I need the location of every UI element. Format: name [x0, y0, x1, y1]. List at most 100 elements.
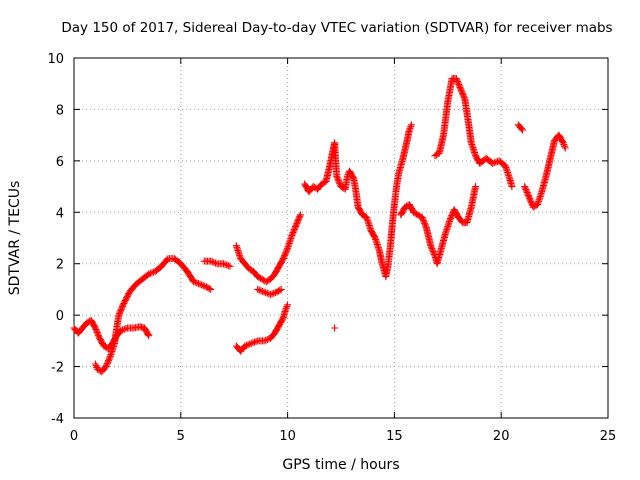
data-point: [295, 214, 303, 222]
data-point: [294, 217, 302, 225]
data-point: [115, 310, 123, 318]
data-point: [281, 250, 289, 258]
data-point: [522, 186, 530, 194]
data-point: [260, 288, 268, 296]
data-point: [207, 257, 215, 265]
data-point: [296, 212, 304, 220]
data-point: [116, 308, 124, 316]
data-point: [267, 291, 275, 299]
data-point: [561, 142, 569, 150]
tick-marks: [73, 57, 609, 419]
data-point: [249, 339, 257, 347]
data-point: [290, 227, 298, 235]
data-point: [198, 281, 206, 289]
series-s10: [431, 75, 516, 191]
data-point: [259, 287, 267, 295]
data-point: [91, 360, 99, 368]
data-point: [244, 341, 252, 349]
data-point: [207, 285, 215, 293]
series-s8: [301, 121, 415, 281]
data-point: [448, 212, 456, 220]
data-point: [145, 270, 153, 278]
data-point: [405, 126, 413, 134]
data-point: [281, 306, 289, 314]
data-point: [428, 245, 436, 253]
data-point: [263, 289, 271, 297]
data-point: [419, 215, 427, 223]
data-point: [526, 196, 534, 204]
series-s4: [232, 211, 304, 286]
data-point: [472, 183, 480, 191]
data-point: [430, 249, 438, 257]
data-point: [560, 141, 568, 149]
data-point: [288, 230, 296, 238]
data-point: [521, 184, 529, 192]
data-point: [292, 221, 300, 229]
data-point: [276, 286, 284, 294]
data-point: [93, 328, 101, 336]
y-tick-label: 8: [56, 103, 64, 118]
data-point: [333, 174, 341, 182]
data-point: [293, 218, 301, 226]
data-point: [290, 226, 298, 234]
data-point: [282, 304, 290, 312]
data-point: [508, 183, 516, 191]
data-point: [407, 121, 415, 129]
data-point: [455, 80, 463, 88]
data-point: [454, 79, 462, 87]
chart-title: Day 150 of 2017, Sidereal Day-to-day VTE…: [61, 20, 612, 36]
data-point: [208, 258, 216, 266]
data-point: [104, 358, 112, 366]
data-point: [201, 282, 209, 290]
data-point: [143, 271, 151, 279]
data-point: [150, 268, 158, 276]
data-point: [524, 191, 532, 199]
data-point: [262, 336, 270, 344]
data-point: [270, 289, 278, 297]
data-point: [421, 219, 429, 227]
data-point: [289, 228, 297, 236]
data-point: [145, 332, 153, 340]
data-point: [212, 259, 220, 267]
data-point: [92, 362, 100, 370]
data-point: [257, 287, 265, 295]
data-point: [210, 258, 218, 266]
x-tick-labels: 0 5 10 15 20 25: [70, 429, 616, 444]
plot-frame: [73, 57, 609, 419]
data-point: [333, 172, 341, 180]
data-point: [118, 304, 126, 312]
data-point: [427, 242, 435, 250]
data-point: [94, 331, 102, 339]
data-point: [252, 338, 260, 345]
data-point: [246, 340, 254, 348]
data-point: [370, 233, 378, 241]
data-point: [524, 190, 532, 198]
data-point: [144, 330, 152, 338]
data-point: [115, 311, 123, 319]
data-point: [523, 188, 531, 196]
data-point: [119, 326, 127, 334]
data-point: [279, 255, 287, 263]
data-point: [146, 269, 154, 277]
data-point: [284, 301, 292, 309]
data-point: [458, 89, 466, 97]
data-point: [447, 215, 455, 223]
grid: [74, 58, 608, 418]
data-point: [250, 338, 258, 346]
data-point: [460, 92, 468, 100]
data-point: [527, 197, 535, 205]
series-s7: [331, 324, 339, 332]
y-tick-label: 0: [56, 309, 64, 324]
data-point: [288, 231, 296, 239]
data-point: [205, 285, 213, 293]
data-point: [293, 220, 301, 228]
data-point: [406, 124, 414, 132]
data-point: [295, 215, 303, 223]
data-point: [223, 261, 231, 269]
x-tick-label: 5: [177, 429, 185, 444]
data-point: [292, 223, 300, 231]
data-point: [260, 337, 268, 345]
data-point: [421, 221, 429, 229]
data-point: [429, 248, 437, 256]
